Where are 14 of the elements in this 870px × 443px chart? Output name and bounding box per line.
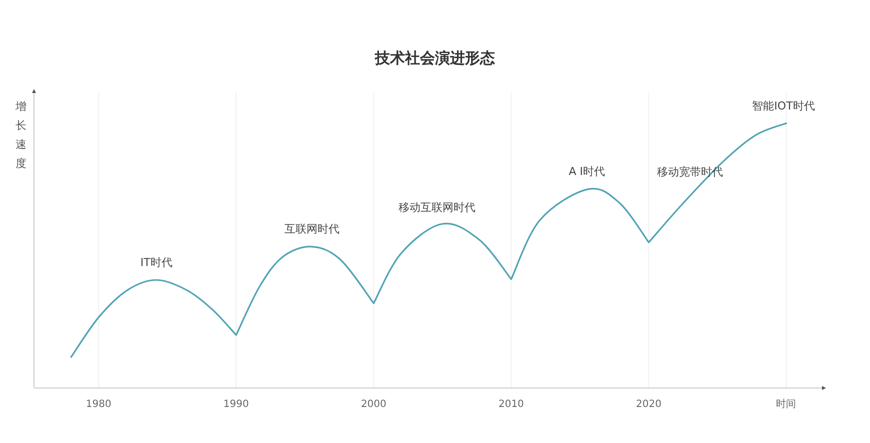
x-tick-label: 2010 (498, 399, 524, 410)
annotation: 互联网时代 (284, 222, 340, 236)
x-tick-label: 2020 (636, 399, 662, 410)
annotation: IT时代 (140, 256, 172, 269)
annotation: A I时代 (568, 165, 605, 178)
y-axis-title: 增长速度 (14, 100, 26, 170)
x-tick-label: 1980 (86, 399, 112, 410)
annotation: 移动互联网时代 (398, 200, 476, 214)
annotation: 移动宽带时代 (656, 165, 723, 178)
x-tick-label: 时间 (776, 398, 796, 410)
x-tick-label: 1990 (223, 399, 249, 410)
chart-title: 技术社会演进形态 (374, 49, 495, 67)
annotation: 智能IOT时代 (752, 99, 815, 112)
x-tick-label: 2000 (360, 399, 386, 410)
